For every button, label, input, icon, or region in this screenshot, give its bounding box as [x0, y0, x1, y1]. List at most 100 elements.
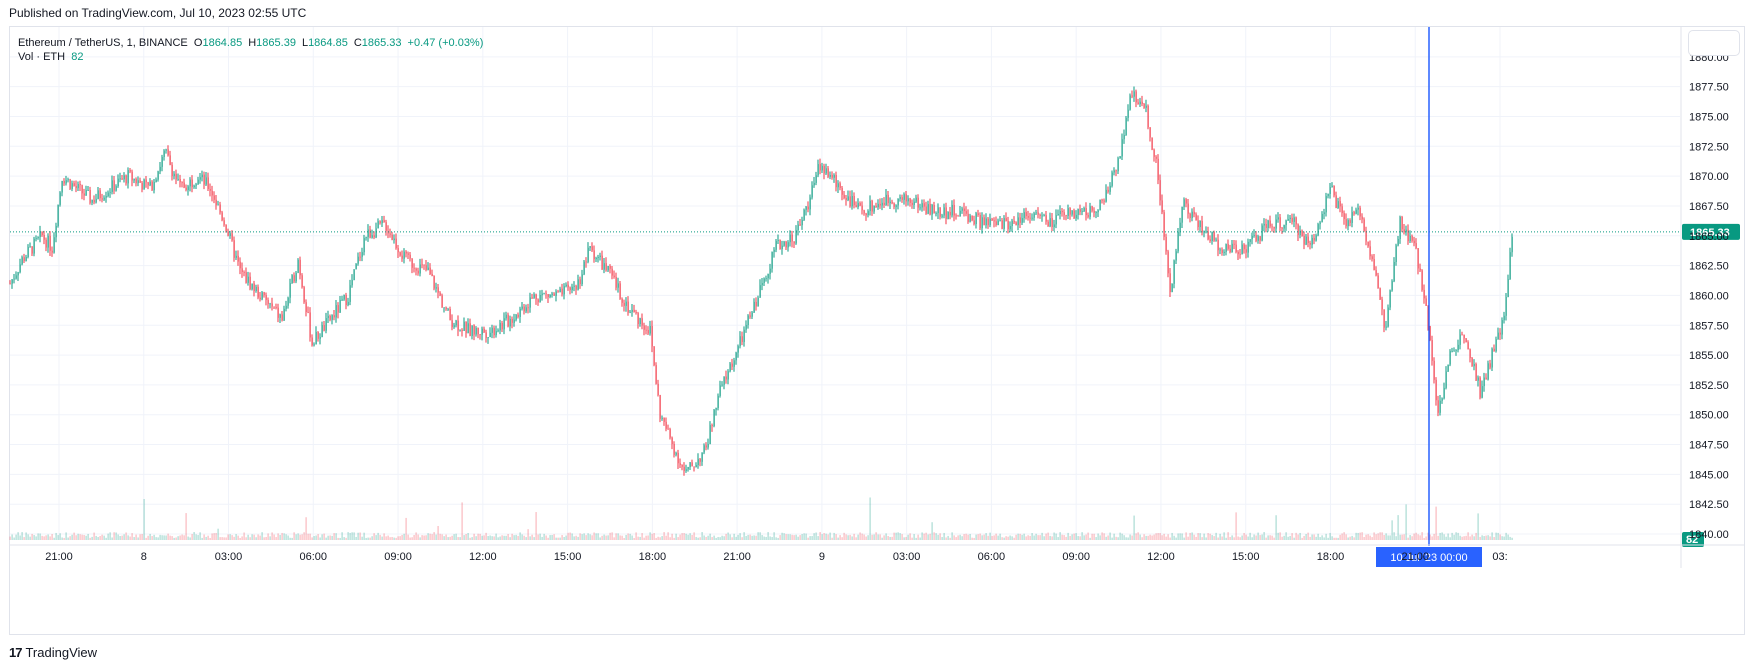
- candle-body: [1191, 211, 1193, 219]
- volume-bar: [1019, 533, 1021, 540]
- volume-bar: [1435, 506, 1437, 540]
- candle-body: [1237, 251, 1239, 255]
- volume-bar: [273, 534, 275, 540]
- candle-body: [257, 286, 259, 298]
- candle-body: [643, 325, 645, 330]
- volume-bar: [1475, 532, 1477, 540]
- candle-body: [1355, 209, 1357, 214]
- volume-bar: [1121, 533, 1123, 540]
- candle-body: [809, 197, 811, 210]
- volume-bar: [1411, 536, 1413, 540]
- candle-body: [509, 318, 511, 327]
- volume-bar: [431, 534, 433, 540]
- volume-bar: [611, 532, 613, 540]
- volume-bar: [369, 537, 371, 540]
- candle-body: [427, 267, 429, 270]
- volume-bar: [1469, 536, 1471, 540]
- candle-body: [1291, 217, 1293, 222]
- candle-body: [985, 218, 987, 226]
- candle-body: [943, 207, 945, 216]
- candle-body: [1045, 215, 1047, 222]
- volume-bar: [923, 533, 925, 540]
- volume-bar: [1197, 533, 1199, 540]
- volume-bar: [615, 533, 617, 540]
- volume-bar: [1325, 533, 1327, 540]
- volume-label: Vol · ETH: [18, 51, 66, 63]
- volume-bar: [1043, 536, 1045, 540]
- volume-bar: [1483, 536, 1485, 540]
- candle-body: [1377, 275, 1379, 289]
- volume-bar: [129, 536, 131, 540]
- volume-bar: [517, 535, 519, 540]
- volume-bar: [831, 537, 833, 540]
- candle-body: [31, 246, 33, 254]
- volume-bar: [263, 537, 265, 540]
- candle-body: [449, 308, 451, 321]
- volume-bar: [279, 534, 281, 540]
- volume-bar: [1357, 532, 1359, 540]
- volume-bar: [531, 534, 533, 540]
- candle-body: [685, 469, 687, 471]
- volume-bar: [859, 532, 861, 540]
- volume-bar: [591, 535, 593, 540]
- candle-body: [931, 204, 933, 215]
- volume-bar: [493, 536, 495, 540]
- candle-body: [1265, 223, 1267, 228]
- volume-bar: [1345, 534, 1347, 540]
- volume-bar: [687, 534, 689, 540]
- volume-bar: [1239, 537, 1241, 540]
- candle-body: [515, 314, 517, 320]
- candle-body: [869, 200, 871, 212]
- candle-body: [961, 208, 963, 211]
- candle-body: [323, 325, 325, 331]
- x-tick-label: 21:00: [45, 551, 73, 563]
- volume-bar: [35, 536, 37, 540]
- candle-body: [1205, 231, 1207, 233]
- volume-bar: [1273, 537, 1275, 540]
- candle-body: [461, 329, 463, 331]
- candle-body: [297, 259, 299, 273]
- candle-body: [283, 308, 285, 321]
- candle-body: [697, 458, 699, 465]
- volume-bar: [537, 534, 539, 540]
- volume-bar: [395, 537, 397, 540]
- candle-body: [703, 445, 705, 453]
- volume-bar: [965, 533, 967, 540]
- candle-body: [949, 211, 951, 216]
- candle-body: [529, 297, 531, 308]
- candle-body: [927, 204, 929, 214]
- volume-bar: [733, 533, 735, 540]
- volume-bar: [45, 535, 47, 540]
- volume-bar: [187, 536, 189, 540]
- volume-bar: [889, 536, 891, 540]
- volume-bar: [417, 534, 419, 540]
- grid-lines: [10, 27, 1680, 540]
- volume-bar: [695, 537, 697, 540]
- volume-bar: [545, 535, 547, 540]
- volume-bar: [497, 537, 499, 540]
- volume-bar: [377, 532, 379, 540]
- volume-bar: [11, 534, 13, 540]
- candle-body: [183, 182, 185, 188]
- candle-body: [23, 257, 25, 262]
- volume-bar: [333, 533, 335, 540]
- price-scale-button[interactable]: [1688, 30, 1740, 56]
- volume-bar: [383, 533, 385, 540]
- candle-body: [1413, 240, 1415, 244]
- volume-bar: [451, 535, 453, 540]
- candle-body: [1173, 260, 1175, 284]
- candle-body: [895, 205, 897, 207]
- volume-bar: [113, 532, 115, 540]
- candle-body: [1307, 236, 1309, 243]
- candle-body: [1313, 237, 1315, 241]
- candle-body: [1337, 201, 1339, 209]
- volume-bar: [93, 532, 95, 540]
- candle-body: [1391, 281, 1393, 291]
- candle-body: [269, 303, 271, 305]
- candle-body: [785, 241, 787, 248]
- candle-body: [755, 301, 757, 307]
- volume-bar: [807, 537, 809, 540]
- candle-body: [1069, 208, 1071, 215]
- volume-bar: [1467, 532, 1469, 540]
